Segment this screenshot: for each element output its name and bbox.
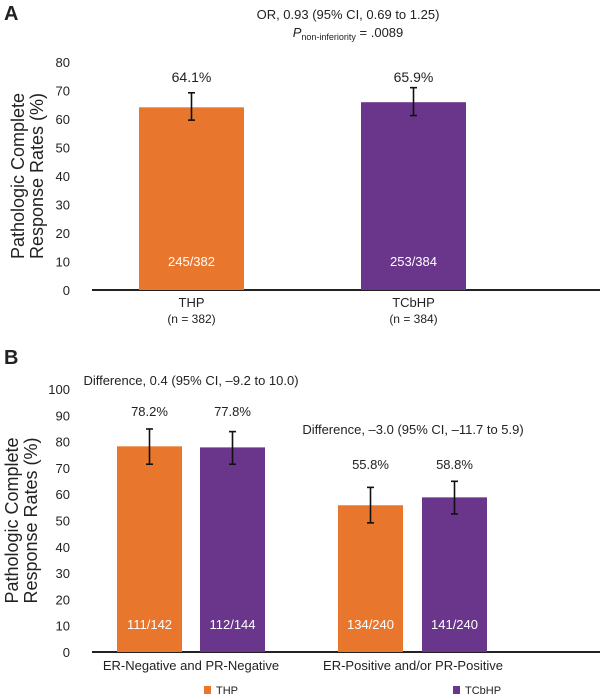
- bar-tcbhp: [422, 497, 487, 652]
- x-category-sublabel: (n = 382): [167, 312, 215, 326]
- group-annotation: Difference, 0.4 (95% CI, –9.2 to 10.0): [83, 373, 298, 388]
- bar-tcbhp: [361, 102, 466, 290]
- x-category-label: ER-Positive and/or PR-Positive: [323, 658, 503, 673]
- y-axis-label: Pathologic Complete Response Rates (%): [8, 93, 47, 259]
- y-tick-label: 40: [56, 540, 70, 555]
- count-label: 111/142: [127, 617, 172, 632]
- bar-thp: [117, 446, 182, 652]
- x-category-label: ER-Negative and PR-Negative: [103, 658, 279, 673]
- y-tick-label: 60: [56, 112, 70, 127]
- count-label: 112/144: [209, 617, 255, 632]
- value-label: 77.8%: [214, 404, 251, 419]
- value-label: 65.9%: [394, 69, 434, 85]
- bar-tcbhp: [200, 447, 265, 652]
- value-label: 78.2%: [131, 404, 168, 419]
- bar-thp: [139, 107, 244, 290]
- count-label: 245/382: [168, 254, 215, 269]
- y-tick-label: 20: [56, 592, 70, 607]
- y-tick-label: 50: [56, 514, 70, 529]
- bar-thp: [338, 505, 403, 652]
- y-tick-label: 50: [56, 141, 70, 156]
- annotation-or: OR, 0.93 (95% CI, 0.69 to 1.25): [257, 7, 440, 22]
- y-axis-label-line2: Response Rates (%): [27, 93, 47, 259]
- group-annotation: Difference, –3.0 (95% CI, –11.7 to 5.9): [302, 422, 523, 437]
- legend-swatch-tcbhp: [453, 686, 460, 694]
- value-label: 55.8%: [352, 457, 389, 472]
- y-tick-label: 90: [56, 408, 70, 423]
- y-axis-label-line1: Pathologic Complete: [8, 93, 28, 259]
- y-tick-label: 10: [56, 619, 70, 634]
- y-tick-label: 0: [63, 645, 70, 660]
- y-tick-label: 60: [56, 487, 70, 502]
- panel-label-a: A: [4, 3, 18, 25]
- legend-label-tcbhp: TCbHP: [465, 685, 501, 697]
- y-tick-label: 30: [56, 566, 70, 581]
- y-axis-label-line2: Response Rates (%): [21, 437, 41, 603]
- y-tick-label: 80: [56, 435, 70, 450]
- annotation-p-value: Pnon-inferiority = .0089: [293, 25, 404, 42]
- panel-label-b: B: [4, 347, 18, 369]
- y-tick-label: 20: [56, 226, 70, 241]
- y-tick-label: 10: [56, 255, 70, 270]
- p-value: = .0089: [356, 25, 403, 40]
- value-label: 58.8%: [436, 457, 473, 472]
- y-axis-label-line1: Pathologic Complete: [2, 437, 22, 603]
- legend-label-thp: THP: [216, 685, 238, 697]
- y-tick-label: 30: [56, 198, 70, 213]
- p-symbol: P: [293, 25, 302, 40]
- y-tick-label: 80: [56, 55, 70, 70]
- x-category-label: THP: [179, 295, 205, 310]
- legend-swatch-thp: [204, 686, 211, 694]
- y-tick-label: 100: [48, 382, 70, 397]
- y-axis-label: Pathologic Complete Response Rates (%): [2, 437, 41, 603]
- count-label: 141/240: [431, 617, 478, 632]
- x-category-label: TCbHP: [392, 295, 435, 310]
- value-label: 64.1%: [172, 69, 212, 85]
- x-category-sublabel: (n = 384): [389, 312, 437, 326]
- y-tick-label: 70: [56, 84, 70, 99]
- y-tick-label: 0: [63, 283, 70, 298]
- count-label: 253/384: [390, 254, 437, 269]
- y-tick-label: 40: [56, 169, 70, 184]
- p-subscript: non-inferiority: [301, 32, 356, 42]
- y-tick-label: 70: [56, 461, 70, 476]
- count-label: 134/240: [347, 617, 394, 632]
